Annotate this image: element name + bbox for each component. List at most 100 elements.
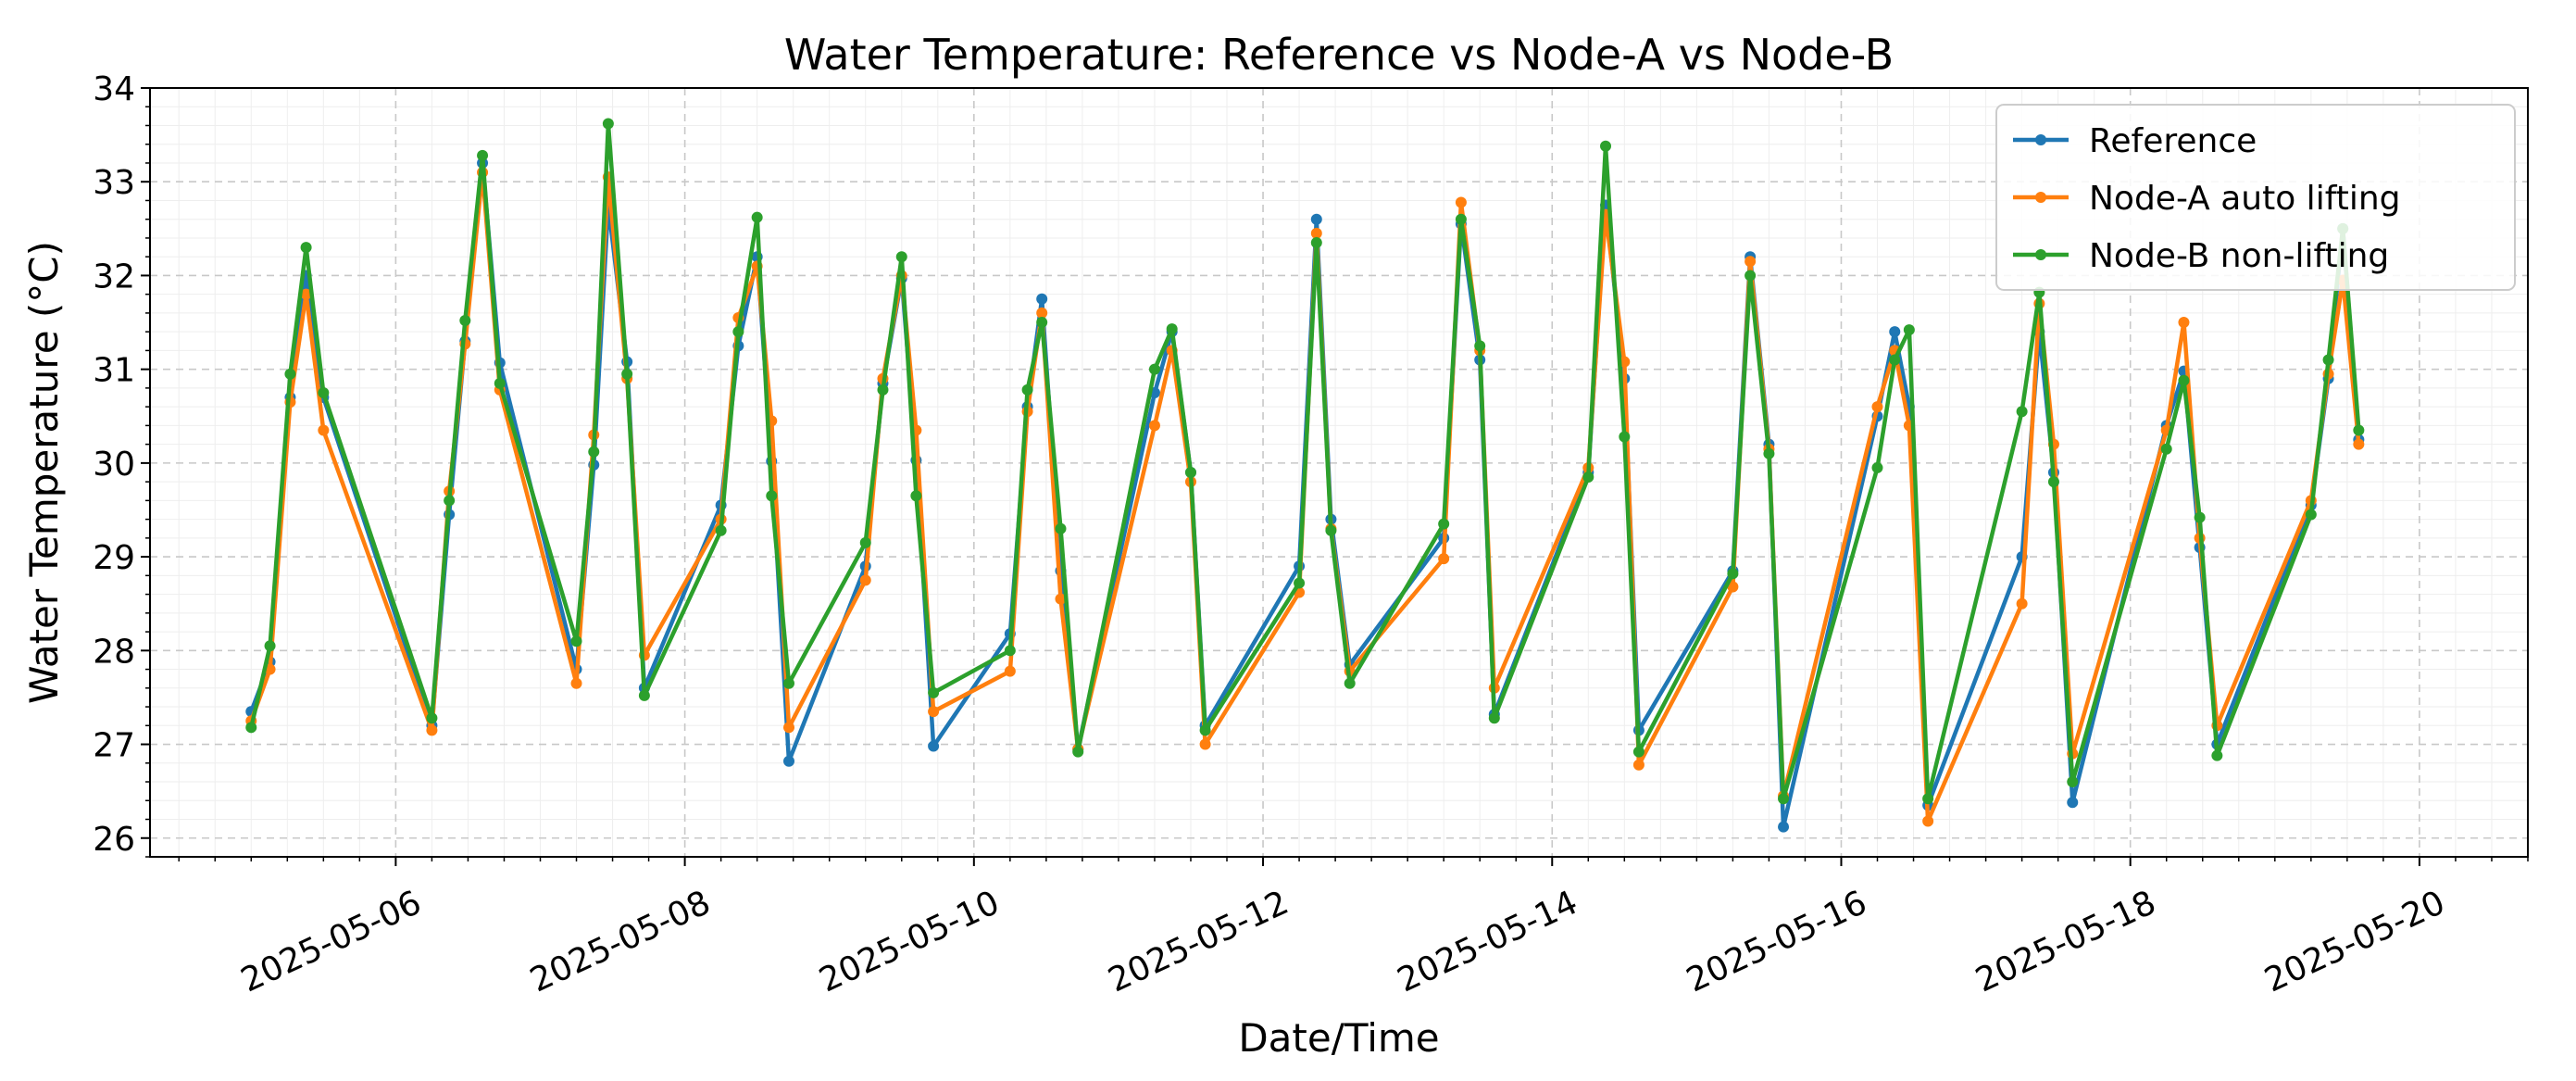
- data-point: [1778, 793, 1790, 805]
- data-point: [1889, 326, 1901, 338]
- data-point: [1744, 256, 1757, 268]
- data-point: [1148, 420, 1160, 432]
- legend-box: [1995, 104, 2516, 291]
- data-point: [1294, 577, 1306, 589]
- data-point: [2047, 476, 2059, 488]
- data-point: [895, 251, 907, 263]
- data-point: [2353, 424, 2365, 436]
- data-point: [1744, 270, 1757, 282]
- data-point: [1004, 645, 1016, 657]
- data-point: [1871, 461, 1883, 473]
- data-point: [426, 712, 438, 724]
- data-point: [1889, 354, 1901, 366]
- data-point: [1310, 237, 1322, 249]
- data-point: [910, 490, 922, 502]
- data-point: [318, 386, 330, 398]
- data-point: [494, 377, 506, 389]
- data-point: [1582, 471, 1594, 484]
- data-point: [1325, 524, 1337, 536]
- data-point: [1903, 324, 1915, 336]
- y-tick-label: 34: [93, 70, 135, 108]
- data-point: [2178, 374, 2190, 386]
- data-point: [1310, 227, 1322, 239]
- data-point: [751, 211, 763, 223]
- data-point: [318, 424, 330, 436]
- data-point: [1344, 677, 1356, 689]
- data-point: [2211, 749, 2223, 761]
- data-point: [2016, 406, 2028, 418]
- data-point: [1072, 746, 1084, 758]
- data-point: [1632, 759, 1644, 771]
- data-point: [1632, 746, 1644, 758]
- data-point: [2322, 354, 2334, 366]
- data-point: [877, 383, 889, 396]
- data-point: [1055, 593, 1067, 605]
- data-point: [1922, 815, 1934, 827]
- legend: Reference Node-A auto lifting Node-B non-l…: [1995, 104, 2516, 291]
- data-point: [928, 740, 940, 752]
- data-point: [2178, 317, 2190, 329]
- data-point: [1004, 665, 1016, 677]
- y-tick-label: 30: [93, 446, 135, 484]
- data-point: [1619, 431, 1631, 443]
- data-point: [1055, 522, 1067, 534]
- data-point: [2160, 443, 2172, 455]
- x-axis-label: Date/Time: [1238, 1015, 1439, 1061]
- legend-label: Node-A auto lifting: [2089, 180, 2401, 218]
- data-point: [859, 536, 871, 548]
- data-point: [638, 689, 650, 701]
- data-point: [1036, 317, 1048, 329]
- data-point: [783, 755, 795, 767]
- data-point: [1455, 213, 1467, 225]
- data-point: [1199, 724, 1211, 736]
- series-node-b-non-lifting: [245, 118, 2365, 805]
- data-point: [300, 288, 312, 300]
- y-tick-label: 32: [93, 258, 135, 295]
- chart-title: Water Temperature: Reference vs Node-A v…: [784, 30, 1894, 80]
- data-point: [1778, 821, 1790, 833]
- data-point: [1438, 553, 1450, 565]
- data-point: [245, 722, 257, 734]
- data-point: [1763, 447, 1775, 459]
- data-point: [1021, 383, 1033, 396]
- y-tick-label: 29: [93, 539, 135, 577]
- data-point: [783, 677, 795, 689]
- legend-marker: [2035, 192, 2046, 203]
- y-tick-label: 26: [93, 821, 135, 859]
- data-point: [477, 149, 489, 161]
- data-point: [1148, 363, 1160, 375]
- y-tick-label: 28: [93, 633, 135, 671]
- data-point: [1438, 518, 1450, 530]
- data-point: [1036, 307, 1048, 319]
- data-point: [1184, 467, 1196, 478]
- data-point: [570, 635, 582, 647]
- data-point: [602, 118, 614, 130]
- data-point: [1922, 793, 1934, 805]
- y-tick-label: 27: [93, 727, 135, 765]
- data-point: [1199, 738, 1211, 750]
- legend-label: Reference: [2089, 122, 2257, 160]
- data-point: [766, 490, 778, 502]
- data-point: [444, 495, 456, 507]
- data-point: [621, 368, 633, 380]
- data-point: [1727, 568, 1739, 580]
- data-point: [928, 706, 940, 718]
- data-point: [1036, 293, 1048, 305]
- data-point: [732, 326, 744, 338]
- data-point: [1474, 340, 1486, 352]
- data-point: [1310, 213, 1322, 225]
- data-point: [715, 524, 727, 536]
- plot-frame: [149, 87, 2529, 858]
- data-point: [1455, 196, 1467, 208]
- y-tick-label: 31: [93, 352, 135, 390]
- y-axis-label: Water Temperature (°C): [21, 241, 67, 704]
- legend-label: Node-B non-lifting: [2089, 237, 2389, 275]
- data-point: [1727, 581, 1739, 593]
- series-line: [249, 121, 2361, 801]
- data-point: [1600, 140, 1612, 152]
- data-point: [300, 242, 312, 254]
- data-point: [2016, 597, 2028, 610]
- data-point: [1166, 323, 1178, 335]
- data-point: [1871, 401, 1883, 413]
